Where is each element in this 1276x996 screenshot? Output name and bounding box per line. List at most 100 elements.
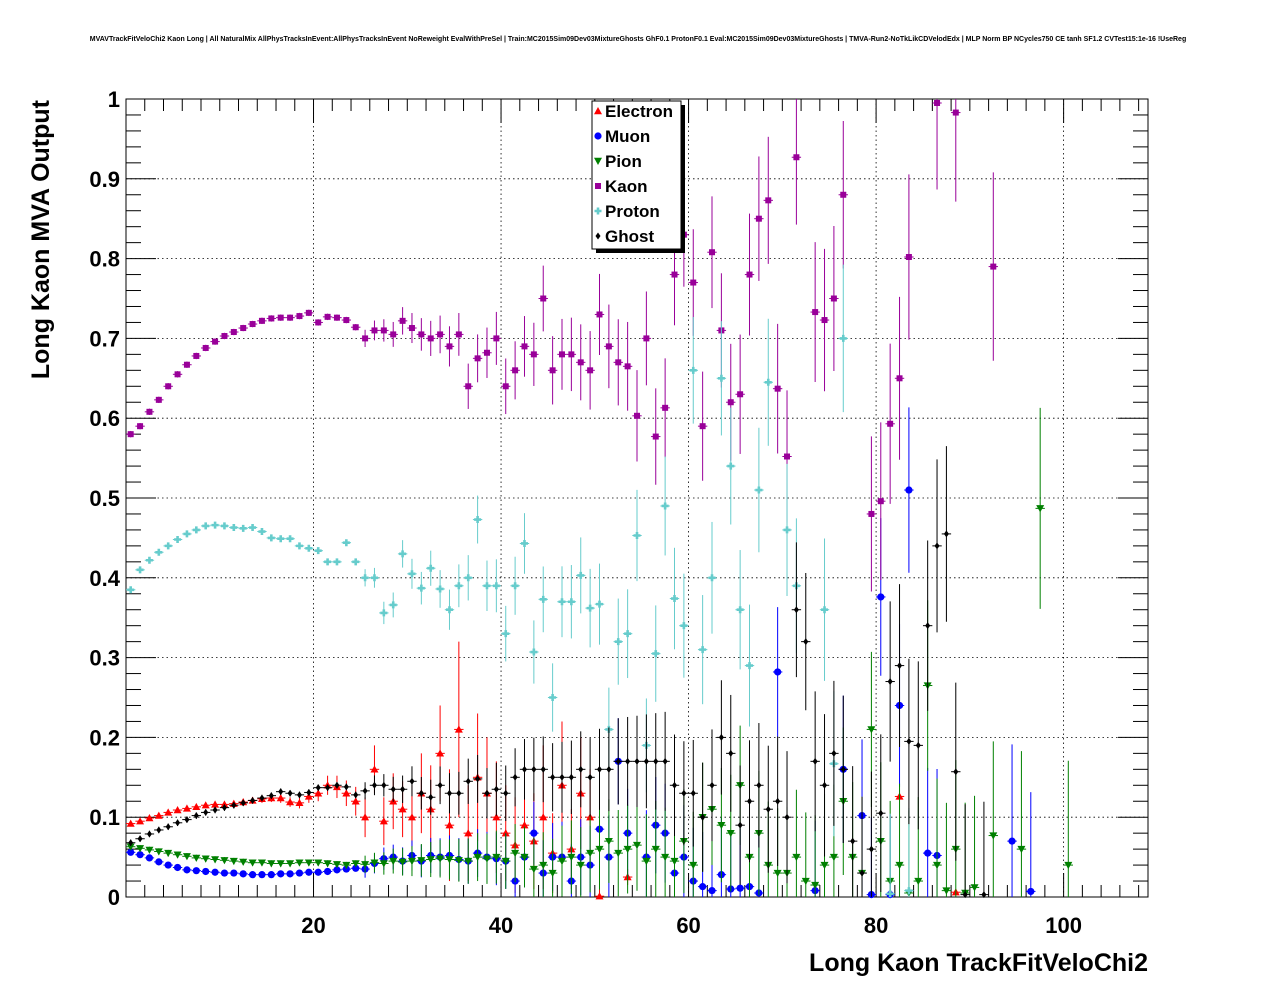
data-point — [718, 733, 724, 741]
data-point — [595, 892, 604, 900]
data-point — [464, 857, 473, 866]
data-point — [595, 845, 604, 854]
data-point — [784, 453, 791, 460]
data-point — [511, 849, 520, 858]
data-point — [970, 884, 979, 892]
data-point — [699, 423, 706, 430]
data-point — [933, 861, 942, 870]
data-point — [746, 271, 753, 278]
data-point — [258, 317, 265, 324]
data-point — [822, 781, 828, 789]
data-point — [239, 858, 248, 866]
y-tick-label: 0.7 — [89, 326, 120, 351]
data-point — [248, 871, 257, 879]
data-point — [370, 574, 378, 582]
data-point — [154, 848, 163, 856]
x-tick-label: 60 — [676, 913, 700, 938]
data-point — [202, 522, 210, 530]
x-tick-label: 100 — [1045, 913, 1082, 938]
data-point — [820, 861, 829, 870]
data-point — [203, 808, 209, 816]
data-point — [250, 796, 256, 804]
data-point — [934, 99, 941, 106]
data-point — [295, 869, 304, 877]
data-point — [268, 792, 274, 800]
data-point — [370, 765, 379, 773]
data-point — [268, 315, 275, 322]
data-point — [286, 535, 294, 543]
data-point — [296, 791, 302, 799]
data-point — [325, 784, 331, 792]
data-point — [164, 542, 172, 550]
data-point — [473, 853, 482, 862]
data-point — [192, 802, 201, 811]
data-point — [239, 524, 247, 532]
data-point — [361, 861, 370, 869]
data-point — [381, 781, 387, 789]
data-point — [315, 784, 321, 792]
data-point — [671, 271, 678, 278]
data-point — [783, 526, 791, 534]
data-point — [981, 891, 987, 899]
data-point — [755, 215, 762, 222]
data-point — [1064, 861, 1073, 870]
data-point — [615, 359, 622, 366]
data-point — [136, 845, 145, 853]
data-point — [934, 542, 940, 550]
data-point — [371, 327, 378, 334]
data-point — [212, 806, 218, 814]
data-point — [829, 853, 838, 862]
data-point — [521, 343, 528, 350]
data-point — [689, 366, 697, 374]
data-point — [201, 801, 210, 809]
data-point — [1027, 887, 1035, 896]
data-point — [726, 829, 735, 838]
data-point — [343, 317, 350, 324]
data-point — [906, 737, 912, 745]
data-point — [764, 378, 772, 386]
data-point — [549, 367, 556, 374]
data-point — [304, 792, 313, 800]
data-point — [156, 826, 162, 834]
data-point — [604, 837, 613, 846]
data-point — [887, 678, 893, 686]
data-point — [400, 785, 406, 793]
data-point — [774, 385, 781, 392]
data-point — [248, 859, 257, 867]
data-point — [193, 352, 200, 359]
data-point — [775, 797, 781, 805]
data-point — [183, 530, 191, 538]
data-point — [155, 396, 162, 403]
data-point — [671, 595, 679, 603]
data-point — [323, 867, 332, 876]
data-point — [175, 819, 181, 827]
data-point — [475, 775, 481, 783]
data-point — [539, 595, 547, 603]
data-point — [456, 789, 462, 797]
data-point — [183, 361, 190, 368]
data-point — [642, 857, 651, 866]
data-point — [445, 856, 454, 864]
data-point — [445, 821, 454, 829]
data-point — [192, 854, 201, 862]
data-point — [277, 314, 284, 321]
data-point — [540, 765, 546, 773]
data-point — [390, 785, 396, 793]
data-point — [286, 870, 294, 878]
data-point — [230, 524, 238, 532]
data-point — [690, 279, 697, 286]
legend-marker — [595, 183, 601, 189]
data-point — [201, 855, 210, 863]
data-point — [474, 355, 481, 362]
tick-layer: 20 40 60 80 100 0 0.1 0.2 0.3 0.4 0.5 0.6 0.7 0.8 0.9 1 — [89, 87, 1148, 938]
data-point — [295, 859, 304, 867]
data-point — [418, 331, 425, 338]
legend-label: Proton — [605, 202, 660, 221]
data-point — [943, 530, 949, 538]
data-point — [737, 821, 743, 829]
data-point — [304, 859, 313, 867]
data-point — [925, 622, 931, 630]
data-point — [483, 582, 491, 590]
data-point — [323, 860, 332, 868]
data-point — [914, 877, 923, 886]
